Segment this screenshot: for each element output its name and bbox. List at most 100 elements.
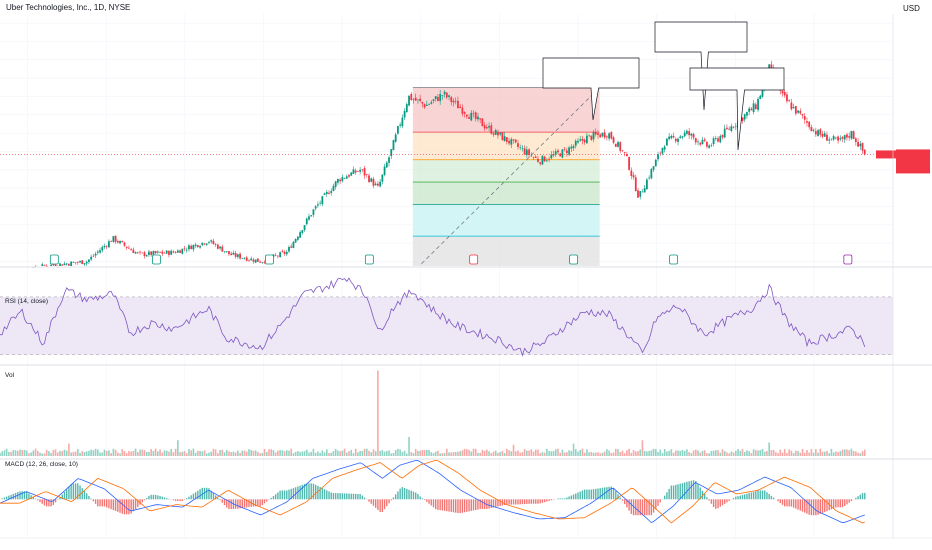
macd-title: MACD (12, 26, close, 10) <box>5 461 78 468</box>
macd-histogram-bar <box>557 498 559 500</box>
volume-bar <box>503 452 506 456</box>
volume-bar <box>706 453 708 456</box>
macd-histogram-bar <box>488 499 490 509</box>
macd-histogram-bar <box>841 499 844 508</box>
macd-histogram-bar <box>486 499 488 510</box>
candle-body <box>719 136 722 143</box>
macd-histogram-bar <box>510 499 512 505</box>
volume-bar <box>746 450 748 456</box>
volume-bar <box>821 451 824 456</box>
volume-bar <box>283 451 286 456</box>
volume-bar <box>552 451 555 456</box>
candle-body <box>663 146 666 150</box>
candle-body <box>459 106 462 108</box>
volume-bar <box>750 453 753 456</box>
candle-body <box>652 166 655 170</box>
volume-bar <box>586 449 588 456</box>
volume-bar <box>748 451 750 456</box>
macd-histogram-bar <box>110 499 112 510</box>
volume-bar <box>686 449 688 456</box>
volume-bar <box>472 448 475 456</box>
volume-bar <box>646 451 648 456</box>
candle-body <box>345 176 348 179</box>
macd-histogram-bar <box>472 499 475 511</box>
volume-bar <box>77 449 79 456</box>
macd-histogram-bar <box>837 499 839 508</box>
macd-histogram-bar <box>392 497 395 500</box>
volume-bar <box>561 449 564 456</box>
candle-body <box>101 247 104 251</box>
volume-bar <box>128 451 130 456</box>
volume-bar <box>703 450 706 456</box>
candle-body <box>819 129 822 135</box>
candle-body <box>99 250 101 253</box>
candle-body <box>577 140 579 143</box>
macd-histogram-bar <box>68 486 70 500</box>
macd-histogram-bar <box>161 496 163 500</box>
candle-body <box>412 99 415 100</box>
volume-bar <box>372 449 375 456</box>
volume-bar <box>790 450 793 456</box>
macd-histogram-bar <box>826 499 828 512</box>
macd-histogram-bar <box>397 491 399 500</box>
volume-bar <box>30 452 32 456</box>
candle-body <box>514 139 517 143</box>
candle-body <box>592 132 595 140</box>
candle-body <box>754 104 757 110</box>
macd-histogram-bar <box>88 495 90 500</box>
candle-body <box>688 131 691 136</box>
macd-histogram-bar <box>597 488 599 500</box>
macd-histogram-bar <box>855 497 857 500</box>
macd-histogram-bar <box>432 499 435 508</box>
volume-bar <box>310 451 313 456</box>
volume-bar <box>328 453 330 456</box>
candle-body <box>403 111 406 118</box>
candle-body <box>461 107 464 114</box>
volume-bar <box>755 450 757 456</box>
volume-bar <box>506 448 508 456</box>
candle-body <box>603 132 606 138</box>
candle-body <box>670 136 673 139</box>
earnings-marker <box>265 254 274 265</box>
candle-body <box>543 156 546 162</box>
macd-histogram-bar <box>248 499 250 508</box>
macd-histogram-bar <box>130 499 132 514</box>
macd-histogram-bar <box>139 499 141 505</box>
macd-histogram-bar <box>815 499 817 516</box>
candle-body <box>512 139 515 141</box>
volume-bar <box>528 450 530 456</box>
candle-body <box>597 133 599 135</box>
macd-histogram-bar <box>43 499 46 506</box>
volume-bar <box>499 452 501 456</box>
volume-bar <box>448 452 450 456</box>
volume-bar <box>792 453 795 456</box>
volume-bar <box>630 452 633 456</box>
candle-body <box>352 169 355 174</box>
macd-histogram-bar <box>201 487 203 500</box>
volume-bar <box>648 451 650 456</box>
candle-body <box>45 265 48 267</box>
volume-bar <box>88 450 90 456</box>
macd-histogram-bar <box>417 494 419 500</box>
candle-body <box>821 133 824 137</box>
macd-histogram-bar <box>726 499 728 503</box>
volume-bar <box>114 449 117 456</box>
candle-body <box>759 95 762 100</box>
macd-histogram-bar <box>804 499 806 513</box>
candle-body <box>350 172 353 176</box>
volume-bar <box>41 453 44 456</box>
currency-label[interactable]: USD <box>903 4 920 13</box>
volume-bar <box>268 449 270 456</box>
volume-bar <box>797 451 799 456</box>
macd-histogram-bar <box>1 498 3 500</box>
macd-histogram-bar <box>861 492 864 500</box>
macd-histogram-bar <box>683 482 686 500</box>
volume-bar <box>94 448 97 456</box>
candle-body <box>452 100 455 103</box>
macd-histogram-bar <box>159 496 161 500</box>
macd-histogram-bar <box>428 499 430 504</box>
macd-histogram-bar <box>157 495 159 500</box>
candle-body <box>854 138 857 142</box>
candle-body <box>803 115 806 120</box>
candle-body <box>659 152 662 154</box>
